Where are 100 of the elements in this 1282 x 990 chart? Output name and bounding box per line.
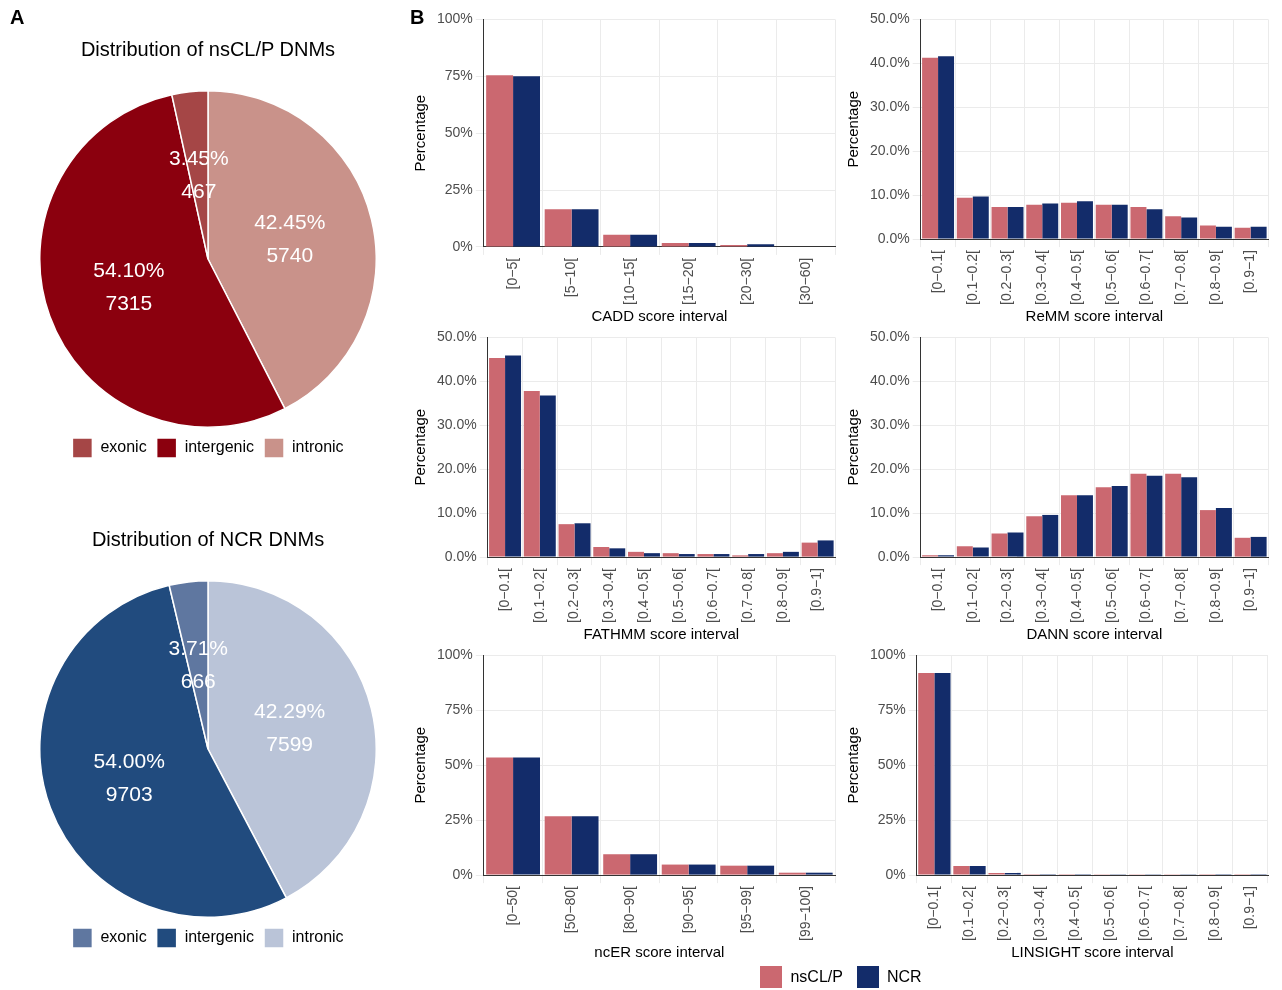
x-tick-label: [0.5−0.6[ [1102, 250, 1119, 306]
bar [1042, 203, 1059, 239]
bar [747, 244, 775, 247]
x-tick-label: [0.3−0.4[ [1030, 886, 1047, 942]
bar [593, 547, 610, 557]
bar [643, 553, 660, 557]
data-label: 42.45% 5740 [254, 209, 326, 266]
bar [489, 358, 506, 557]
legend-label: NCR [886, 968, 922, 986]
bar [953, 865, 970, 875]
y-tick-label: 30.0% [869, 416, 910, 433]
bar [1130, 473, 1147, 557]
bar [603, 854, 631, 875]
y-tick-label: 20.0% [869, 460, 910, 477]
x-tick-label: [0.4−0.5[ [634, 568, 651, 624]
x-tick-label: [0−0.1[ [928, 568, 945, 612]
y-tick-label: 25% [444, 811, 473, 828]
y-tick-label: 10.0% [869, 504, 910, 521]
x-tick-label: [0−0.1[ [925, 886, 942, 930]
x-tick-label: [0.9−1] [1241, 886, 1258, 930]
bar [571, 209, 599, 247]
bar [1061, 495, 1077, 557]
x-axis-title: LINSIGHT score interval [1011, 943, 1174, 961]
legend-label: intergenic [184, 928, 255, 946]
x-tick-label: [0.5−0.6[ [1102, 568, 1119, 624]
y-tick-label: 30.0% [436, 416, 477, 433]
data-label: 54.00% 9703 [93, 748, 165, 805]
y-tick-label: 10.0% [436, 504, 477, 521]
bar [539, 395, 556, 557]
x-tick-label: [0.2−0.3[ [998, 568, 1015, 624]
bar [720, 865, 748, 875]
y-tick-label: 50.0% [869, 10, 910, 27]
x-axis-title: CADD score interval [591, 307, 728, 325]
x-tick-label: [0−0.1[ [495, 568, 512, 612]
y-tick-label: 40.0% [436, 372, 477, 389]
bar [1130, 207, 1147, 239]
bar [1250, 226, 1267, 239]
y-tick-label: 0.0% [877, 229, 910, 246]
bar [817, 540, 834, 557]
bar [697, 554, 714, 557]
x-tick-label: [0.1−0.2[ [963, 568, 980, 624]
bar [1026, 516, 1043, 557]
bar [1234, 227, 1251, 239]
x-tick-label: [0.8−0.9[ [1206, 568, 1223, 624]
bar [748, 554, 765, 557]
bar [922, 57, 939, 239]
y-axis-title: Percentage [411, 408, 429, 486]
x-tick-label: [0.8−0.9[ [773, 568, 790, 624]
x-tick-label: [0.7−0.8[ [739, 568, 756, 624]
x-tick-label: [0.1−0.2[ [530, 568, 547, 624]
bar [969, 865, 986, 875]
bar [1199, 510, 1216, 557]
x-tick-label: [0.4−0.5[ [1067, 250, 1084, 306]
x-tick-label: [0.9−1] [1241, 568, 1258, 612]
bar [972, 547, 989, 557]
legend-label: exonic [100, 928, 147, 946]
bar [1026, 204, 1043, 239]
y-tick-label: 100% [436, 10, 473, 27]
y-axis-title: Percentage [411, 94, 429, 172]
bar [1146, 209, 1163, 239]
x-tick-label: [90−95[ [679, 886, 696, 934]
y-tick-label: 0% [452, 237, 473, 254]
y-axis-title: Percentage [411, 726, 429, 804]
bar [747, 865, 775, 875]
text: B [410, 6, 425, 29]
bar [678, 554, 695, 557]
x-tick-label: [0.3−0.4[ [600, 568, 617, 624]
bar [956, 197, 973, 239]
bar [486, 75, 514, 247]
x-tick-label: [0.6−0.7[ [1137, 250, 1154, 306]
x-tick-label: [0.4−0.5[ [1065, 886, 1082, 942]
y-tick-label: 50% [444, 756, 473, 773]
bar [1007, 532, 1024, 557]
bar [513, 757, 540, 875]
bar [1215, 507, 1232, 557]
text: A [10, 6, 25, 29]
bar [1181, 217, 1198, 239]
legend-label: intronic [292, 438, 344, 456]
y-tick-label: 75% [444, 701, 473, 718]
x-tick-label: [0.3−0.4[ [1033, 250, 1050, 306]
x-tick-label: [0.9−1] [1241, 250, 1258, 294]
x-tick-label: [0.5−0.6[ [669, 568, 686, 624]
bar [603, 234, 631, 247]
x-tick-label: [5−10[ [562, 257, 579, 298]
y-tick-label: 10.0% [869, 186, 910, 203]
bar [662, 553, 679, 557]
bar [558, 524, 575, 557]
y-tick-label: 0% [452, 865, 473, 882]
bar [544, 209, 572, 247]
y-tick-label: 50% [444, 124, 473, 141]
bar [938, 56, 955, 239]
x-tick-label: [0.8−0.9[ [1206, 886, 1223, 942]
bar [1215, 226, 1232, 239]
y-tick-label: 50% [877, 756, 906, 773]
y-tick-label: 20.0% [869, 142, 910, 159]
y-tick-label: 0.0% [444, 547, 477, 564]
y-tick-label: 30.0% [869, 98, 910, 115]
bar [628, 551, 644, 557]
x-axis-title: FATHMM score interval [583, 625, 740, 643]
bar [1146, 475, 1163, 557]
